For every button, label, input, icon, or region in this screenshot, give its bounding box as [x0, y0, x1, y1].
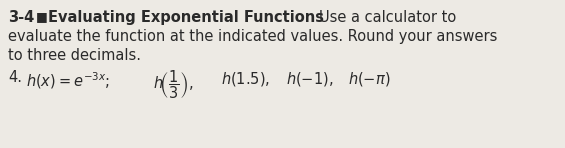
Text: $h(x) = e^{-3x}$;: $h(x) = e^{-3x}$; — [26, 70, 110, 91]
Text: ■: ■ — [36, 10, 48, 23]
Text: $h(1.5)$,: $h(1.5)$, — [221, 70, 270, 88]
Text: $h(-1)$,: $h(-1)$, — [286, 70, 333, 88]
Text: evaluate the function at the indicated values. Round your answers: evaluate the function at the indicated v… — [8, 29, 497, 44]
Text: 4.: 4. — [8, 70, 22, 85]
Text: to three decimals.: to three decimals. — [8, 48, 141, 63]
Text: 3-4: 3-4 — [8, 10, 34, 25]
Text: Use a calculator to: Use a calculator to — [319, 10, 457, 25]
Text: $h(-\pi)$: $h(-\pi)$ — [348, 70, 390, 88]
Text: $h\!\left(\dfrac{1}{3}\right)$,: $h\!\left(\dfrac{1}{3}\right)$, — [153, 68, 193, 100]
Text: Evaluating Exponential Functions: Evaluating Exponential Functions — [48, 10, 324, 25]
